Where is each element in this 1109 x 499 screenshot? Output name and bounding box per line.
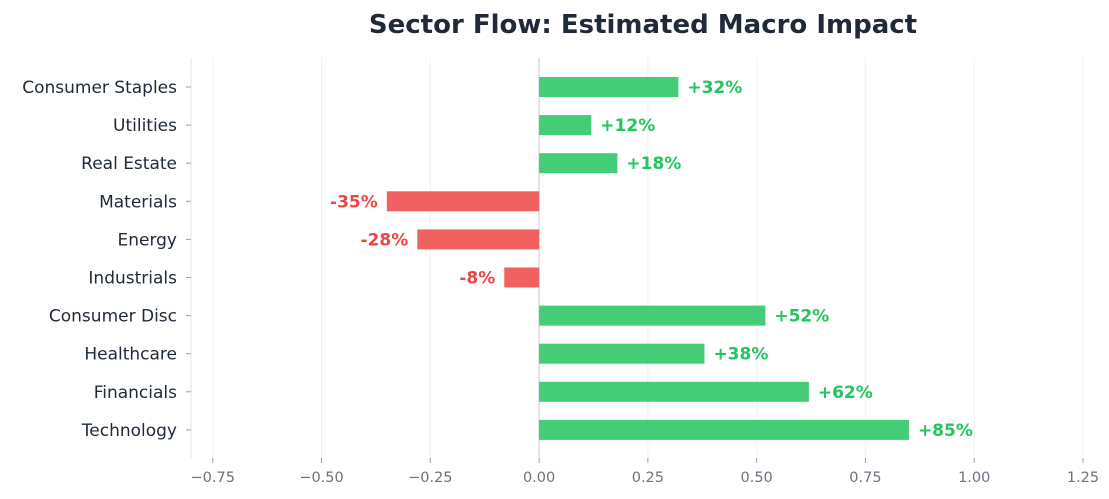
x-tick-label: −0.25 (408, 470, 452, 486)
bar (539, 343, 705, 364)
category-label: Real Estate (81, 154, 177, 174)
value-label: +62% (818, 383, 873, 403)
x-tick-label: 1.25 (1067, 470, 1099, 486)
x-tick-label: 0.25 (632, 470, 664, 486)
category-label: Healthcare (84, 345, 177, 365)
bar (539, 305, 766, 326)
value-label: +38% (713, 345, 768, 365)
value-label: +85% (918, 421, 973, 441)
category-label: Consumer Staples (22, 78, 177, 98)
labels: +32% +12% +18% -35% -28% -8% +52% +38% +62% +85% (330, 78, 973, 441)
value-label: +52% (774, 307, 829, 327)
bar (539, 77, 679, 97)
bars (386, 77, 909, 440)
chart-title: Sector Flow: Estimated Macro Impact (369, 10, 917, 40)
value-label: -35% (330, 192, 378, 212)
x-tick-label: 0.75 (849, 470, 881, 486)
bar (504, 267, 540, 288)
value-label: -28% (361, 230, 409, 250)
x-tick-label: 1.00 (958, 470, 990, 486)
x-tick-label: 0.50 (741, 470, 773, 486)
category-label: Materials (99, 192, 177, 212)
value-label: +18% (626, 154, 681, 174)
x-tick-label: −0.75 (191, 470, 235, 486)
grid (212, 58, 1084, 458)
category-label: Industrials (88, 269, 177, 289)
bar (539, 419, 909, 440)
value-label: +32% (687, 78, 742, 98)
category-label: Utilities (113, 116, 177, 136)
x-tick-label: −0.50 (299, 470, 343, 486)
bar (386, 191, 540, 212)
bar (539, 115, 592, 136)
axes: −0.75 −0.50 −0.25 0.00 0.25 0.50 0.75 1.00 1.25 C… (22, 58, 1099, 486)
value-label: -8% (459, 269, 495, 289)
x-tick-label: 0.00 (523, 470, 555, 486)
category-label: Consumer Disc (49, 307, 177, 327)
bar (539, 153, 618, 174)
bar (417, 229, 540, 250)
category-label: Technology (81, 421, 177, 441)
value-label: +12% (600, 116, 655, 136)
category-label: Energy (117, 230, 177, 250)
category-label: Financials (94, 383, 177, 403)
bar (539, 381, 809, 402)
